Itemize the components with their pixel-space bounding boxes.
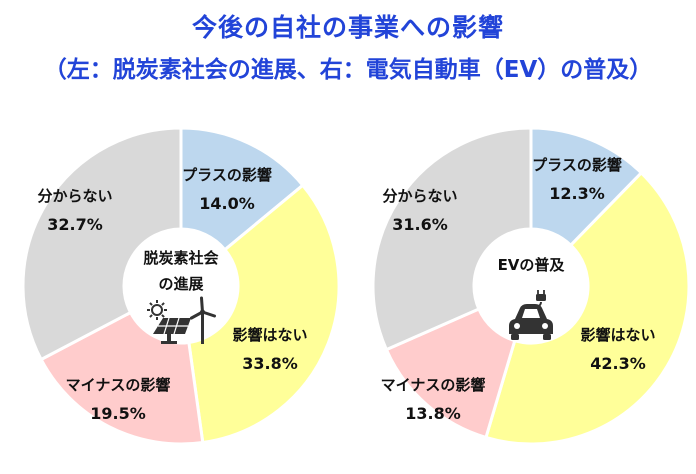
slice-category-label: プラスの影響 (182, 166, 272, 184)
slice-value-label: 19.5% (90, 404, 146, 423)
slice-value-label: 13.8% (405, 404, 461, 423)
slice-value-label: 31.6% (392, 215, 448, 234)
slice-category-label: マイナスの影響 (381, 376, 486, 394)
slice-4 (21, 126, 183, 362)
slice-2 (484, 170, 691, 446)
slice-category-label: 分からない (37, 187, 112, 205)
slice-value-label: 32.7% (47, 215, 103, 234)
donut-chart-1: プラスの影響 14.0% 影響はない 33.8% マイナスの影響 19.5% 分からない 32… (21, 126, 341, 446)
chart-title: 今後の自社の事業への影響 (191, 13, 504, 42)
slice-2 (187, 183, 341, 445)
slice-category-label: 影響はない (580, 326, 655, 344)
slice-category-label: マイナスの影響 (66, 376, 171, 394)
center-label: の進展 (158, 275, 203, 293)
slice-category-label: 影響はない (232, 326, 307, 344)
slice-category-label: 分からない (382, 187, 457, 205)
slice-1 (179, 126, 305, 252)
slice-3 (384, 306, 517, 440)
solar-panel-wind-turbine-icon (147, 296, 216, 344)
center-label: 脱炭素社会 (143, 249, 218, 267)
chart-subtitle: （左：脱炭素社会の進展、右：電気自動車（EV）の普及） (43, 57, 653, 83)
slice-value-label: 14.0% (199, 194, 255, 213)
slice-value-label: 42.3% (590, 354, 646, 373)
slice-category-label: プラスの影響 (532, 156, 622, 174)
slice-4 (371, 126, 533, 352)
donut-chart-2: プラスの影響 12.3% 影響はない 42.3% マイナスの影響 13.8% 分からない 31… (371, 126, 691, 446)
slice-value-label: 12.3% (549, 184, 605, 203)
slice-value-label: 33.8% (242, 354, 298, 373)
center-label: EVの普及 (498, 256, 566, 274)
slice-3 (39, 310, 205, 446)
electric-car-icon (509, 290, 553, 340)
